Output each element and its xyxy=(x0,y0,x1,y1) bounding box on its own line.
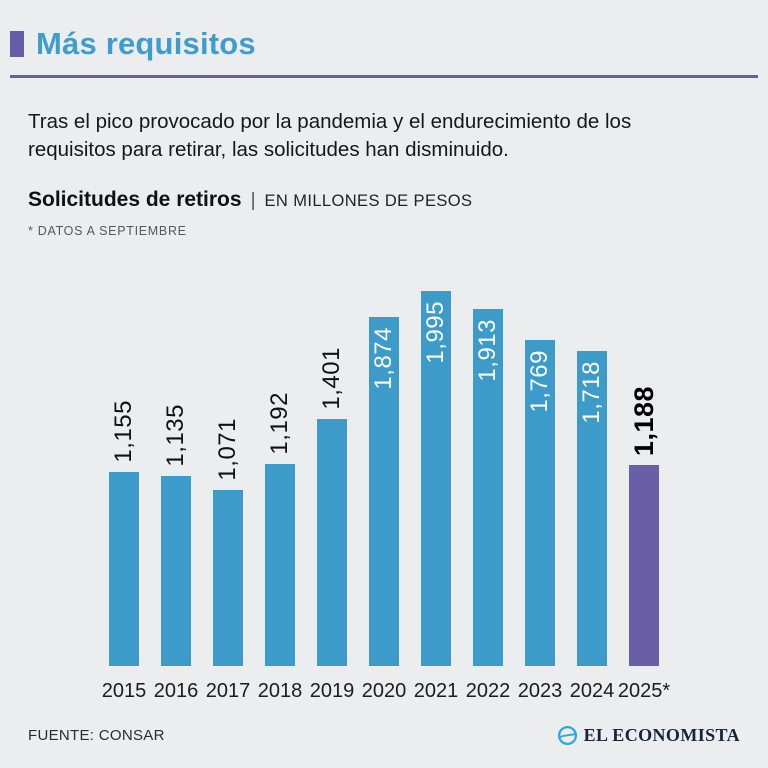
brand-name: EL ECONOMISTA xyxy=(583,725,740,745)
x-axis-year-label: 2016 xyxy=(153,680,199,702)
footer: FUENTE: CONSAR EL ECONOMISTA xyxy=(28,725,740,746)
x-axis-year-label: 2018 xyxy=(257,680,303,702)
chart-footnote: * DATOS A SEPTIEMBRE xyxy=(28,224,187,238)
chart-title-separator: | xyxy=(250,190,256,211)
bar-value-label: 1,769 xyxy=(526,350,553,413)
bar xyxy=(213,490,243,666)
x-axis-year-label: 2022 xyxy=(465,680,511,702)
intro-text: Tras el pico provocado por la pandemia y… xyxy=(28,108,740,164)
page-title: Más requisitos xyxy=(36,26,256,61)
bar: 1,995 xyxy=(421,291,451,666)
bar xyxy=(161,476,191,666)
bar: 1,769 xyxy=(525,340,555,666)
bar-highlight-2025 xyxy=(629,465,659,666)
bar-column: 1,769 2023 xyxy=(518,286,562,702)
bar: 1,913 xyxy=(473,309,503,666)
bar-value-label: 1,188 xyxy=(628,385,659,456)
bar-column: 1,718 2024 xyxy=(570,286,614,702)
bar xyxy=(109,472,139,666)
x-axis-year-label: 2015 xyxy=(101,680,147,702)
intro-line-1: Tras el pico provocado por la pandemia y… xyxy=(28,110,632,133)
bar-value-label: 1,913 xyxy=(474,319,501,382)
bar-chart-plot-area: 1,155 2015 1,135 2016 1,071 2017 1,192 2018 1,40… xyxy=(0,286,768,702)
bar xyxy=(265,464,295,666)
bar xyxy=(317,419,347,666)
bar-chart: 1,155 2015 1,135 2016 1,071 2017 1,192 2018 1,40… xyxy=(0,286,768,702)
bar-column: 1,995 2021 xyxy=(414,286,458,702)
bar-column: 1,913 2022 xyxy=(466,286,510,702)
bar: 1,718 xyxy=(577,351,607,666)
x-axis-year-label: 2023 xyxy=(517,680,563,702)
bar: 1,874 xyxy=(369,317,399,666)
header: Más requisitos xyxy=(0,0,768,62)
x-axis-year-label: 2017 xyxy=(205,680,251,702)
bar-value-label: 1,995 xyxy=(422,301,449,364)
bar-value-label: 1,401 xyxy=(318,347,345,410)
bar-value-label: 1,135 xyxy=(162,404,189,467)
bar-column: 1,155 2015 xyxy=(102,286,147,702)
bar-value-label: 1,192 xyxy=(266,392,293,455)
bar-column: 1,135 2016 xyxy=(154,286,199,702)
chart-title: Solicitudes de retiros xyxy=(28,188,242,211)
x-axis-year-label: 2025* xyxy=(617,680,671,702)
bar-value-label: 1,874 xyxy=(370,327,397,390)
header-divider xyxy=(10,75,758,78)
x-axis-year-label: 2019 xyxy=(309,680,355,702)
bar-column: 1,874 2020 xyxy=(362,286,406,702)
bar-value-label: 1,071 xyxy=(214,418,241,481)
chart-unit-label: EN MILLONES DE PESOS xyxy=(264,192,473,210)
x-axis-year-label: 2020 xyxy=(361,680,407,702)
bar-column: 1,192 2018 xyxy=(258,286,303,702)
bar-value-label: 1,718 xyxy=(578,361,605,424)
bar-column: 1,401 2019 xyxy=(310,286,355,702)
x-axis-year-label: 2024 xyxy=(569,680,615,702)
intro-line-2: requisitos para retirar, las solicitudes… xyxy=(28,138,509,161)
bar-column: 1,188 2025* xyxy=(618,286,670,702)
bar-value-label: 1,155 xyxy=(110,400,137,463)
chart-title-row: Solicitudes de retiros | EN MILLONES DE … xyxy=(28,188,740,212)
accent-square xyxy=(10,31,24,57)
bar-column: 1,071 2017 xyxy=(206,286,251,702)
el-economista-logo-icon xyxy=(557,725,577,746)
source-text: FUENTE: CONSAR xyxy=(28,727,165,744)
x-axis-year-label: 2021 xyxy=(413,680,459,702)
brand-logo: EL ECONOMISTA xyxy=(557,725,740,746)
